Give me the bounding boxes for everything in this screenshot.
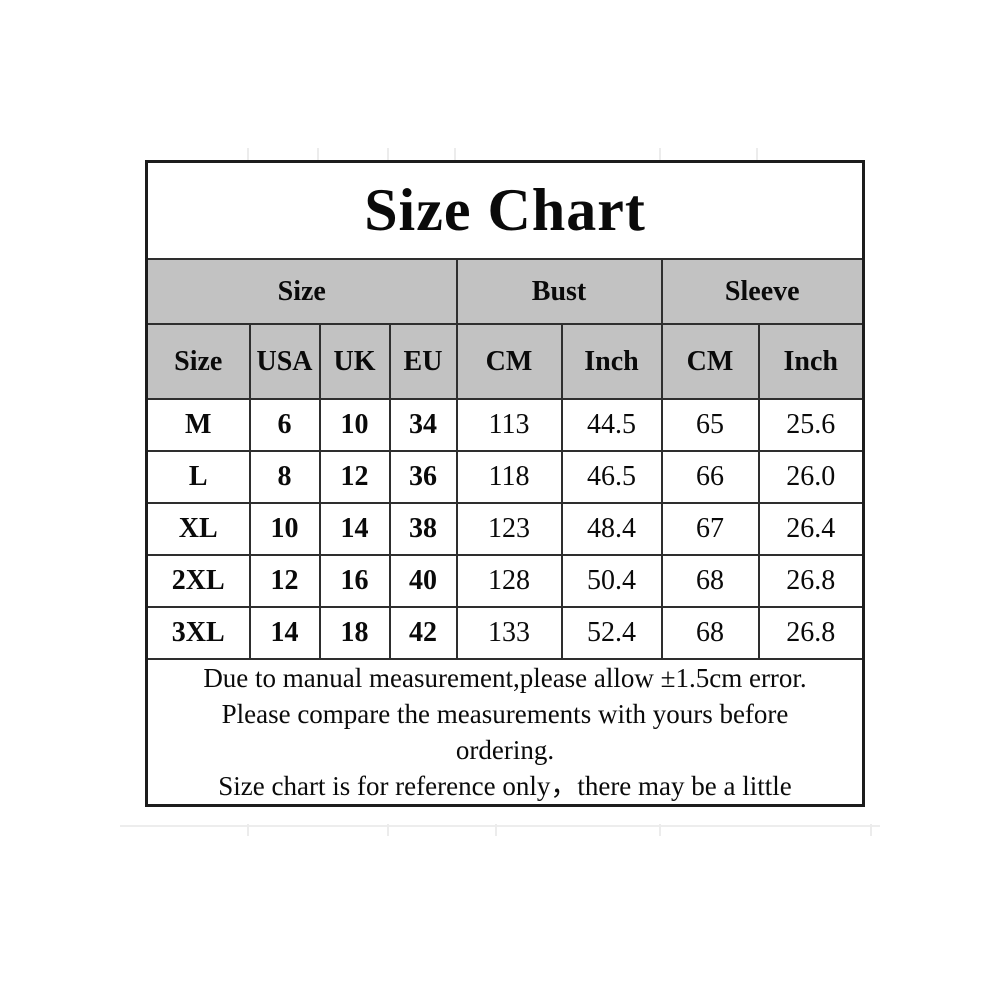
background-gridline bbox=[756, 148, 758, 160]
group-header-bust: Bust bbox=[455, 258, 663, 325]
bust-inch-value: 48.4 bbox=[560, 502, 663, 556]
sleeve-cm-value: 66 bbox=[660, 450, 760, 504]
table-row-2xl: 2XL 12 16 40 128 50.4 68 26.8 bbox=[145, 554, 865, 608]
eu-value: 34 bbox=[388, 398, 458, 452]
uk-value: 14 bbox=[318, 502, 391, 556]
background-gridline bbox=[495, 824, 497, 836]
uk-value: 16 bbox=[318, 554, 391, 608]
sleeve-inch-value: 25.6 bbox=[757, 398, 865, 452]
note-line-2: Please compare the measurements with you… bbox=[221, 699, 789, 729]
column-header-sleeve-cm: CM bbox=[660, 323, 760, 400]
uk-value: 12 bbox=[318, 450, 391, 504]
usa-value: 14 bbox=[248, 606, 321, 660]
background-gridline bbox=[247, 824, 249, 836]
sleeve-inch-value: 26.8 bbox=[757, 554, 865, 608]
size-chart-table: Size Chart Size Bust Sleeve Size USA UK … bbox=[145, 160, 865, 807]
table-row-3xl: 3XL 14 18 42 133 52.4 68 26.8 bbox=[145, 606, 865, 660]
size-value: 3XL bbox=[145, 606, 251, 660]
table-row-xl: XL 10 14 38 123 48.4 67 26.4 bbox=[145, 502, 865, 556]
background-gridline bbox=[317, 148, 319, 160]
bust-cm-value: 123 bbox=[455, 502, 563, 556]
eu-value: 36 bbox=[388, 450, 458, 504]
background-gridline bbox=[659, 148, 661, 160]
usa-value: 8 bbox=[248, 450, 321, 504]
table-row-l: L 8 12 36 118 46.5 66 26.0 bbox=[145, 450, 865, 504]
column-header-usa: USA bbox=[248, 323, 321, 400]
bust-inch-value: 52.4 bbox=[560, 606, 663, 660]
background-gridline bbox=[387, 148, 389, 160]
size-value: L bbox=[145, 450, 251, 504]
group-header-row: Size Bust Sleeve bbox=[145, 258, 865, 325]
size-value: M bbox=[145, 398, 251, 452]
page-title: Size Chart bbox=[145, 160, 865, 260]
eu-value: 40 bbox=[388, 554, 458, 608]
bust-cm-value: 118 bbox=[455, 450, 563, 504]
title-row: Size Chart bbox=[145, 160, 865, 260]
sleeve-cm-value: 67 bbox=[660, 502, 760, 556]
sleeve-inch-value: 26.4 bbox=[757, 502, 865, 556]
bust-inch-value: 46.5 bbox=[560, 450, 663, 504]
column-header-bust-cm: CM bbox=[455, 323, 563, 400]
sleeve-cm-value: 68 bbox=[660, 554, 760, 608]
bust-cm-value: 128 bbox=[455, 554, 563, 608]
sleeve-cm-value: 65 bbox=[660, 398, 760, 452]
eu-value: 38 bbox=[388, 502, 458, 556]
group-header-size: Size bbox=[145, 258, 458, 325]
group-header-sleeve: Sleeve bbox=[660, 258, 865, 325]
size-value: XL bbox=[145, 502, 251, 556]
background-gridline bbox=[247, 148, 249, 160]
uk-value: 18 bbox=[318, 606, 391, 660]
bust-inch-value: 44.5 bbox=[560, 398, 663, 452]
note-line-3: ordering. bbox=[455, 735, 555, 765]
sleeve-cm-value: 68 bbox=[660, 606, 760, 660]
background-gridline bbox=[454, 148, 456, 160]
usa-value: 10 bbox=[248, 502, 321, 556]
background-gridline bbox=[870, 824, 872, 836]
column-header-sleeve-inch: Inch bbox=[757, 323, 865, 400]
size-chart-table-container: Size Chart Size Bust Sleeve Size USA UK … bbox=[145, 160, 865, 807]
bust-inch-value: 50.4 bbox=[560, 554, 663, 608]
background-gridline bbox=[659, 824, 661, 836]
sleeve-inch-value: 26.0 bbox=[757, 450, 865, 504]
background-gridline bbox=[387, 824, 389, 836]
column-header-size: Size bbox=[145, 323, 251, 400]
notes-cell: Due to manual measurement,please allow ±… bbox=[145, 658, 865, 807]
background-gridline bbox=[120, 825, 880, 827]
note-line-4: Size chart is for reference only，there m… bbox=[218, 771, 792, 801]
usa-value: 6 bbox=[248, 398, 321, 452]
column-header-bust-inch: Inch bbox=[560, 323, 663, 400]
table-row-m: M 6 10 34 113 44.5 65 25.6 bbox=[145, 398, 865, 452]
column-header-uk: UK bbox=[318, 323, 391, 400]
sleeve-inch-value: 26.8 bbox=[757, 606, 865, 660]
size-value: 2XL bbox=[145, 554, 251, 608]
eu-value: 42 bbox=[388, 606, 458, 660]
usa-value: 12 bbox=[248, 554, 321, 608]
bust-cm-value: 113 bbox=[455, 398, 563, 452]
bust-cm-value: 133 bbox=[455, 606, 563, 660]
column-header-eu: EU bbox=[388, 323, 458, 400]
notes-row: Due to manual measurement,please allow ±… bbox=[145, 658, 865, 807]
uk-value: 10 bbox=[318, 398, 391, 452]
column-header-row: Size USA UK EU CM Inch CM Inch bbox=[145, 323, 865, 400]
note-line-1: Due to manual measurement,please allow ±… bbox=[203, 663, 807, 693]
